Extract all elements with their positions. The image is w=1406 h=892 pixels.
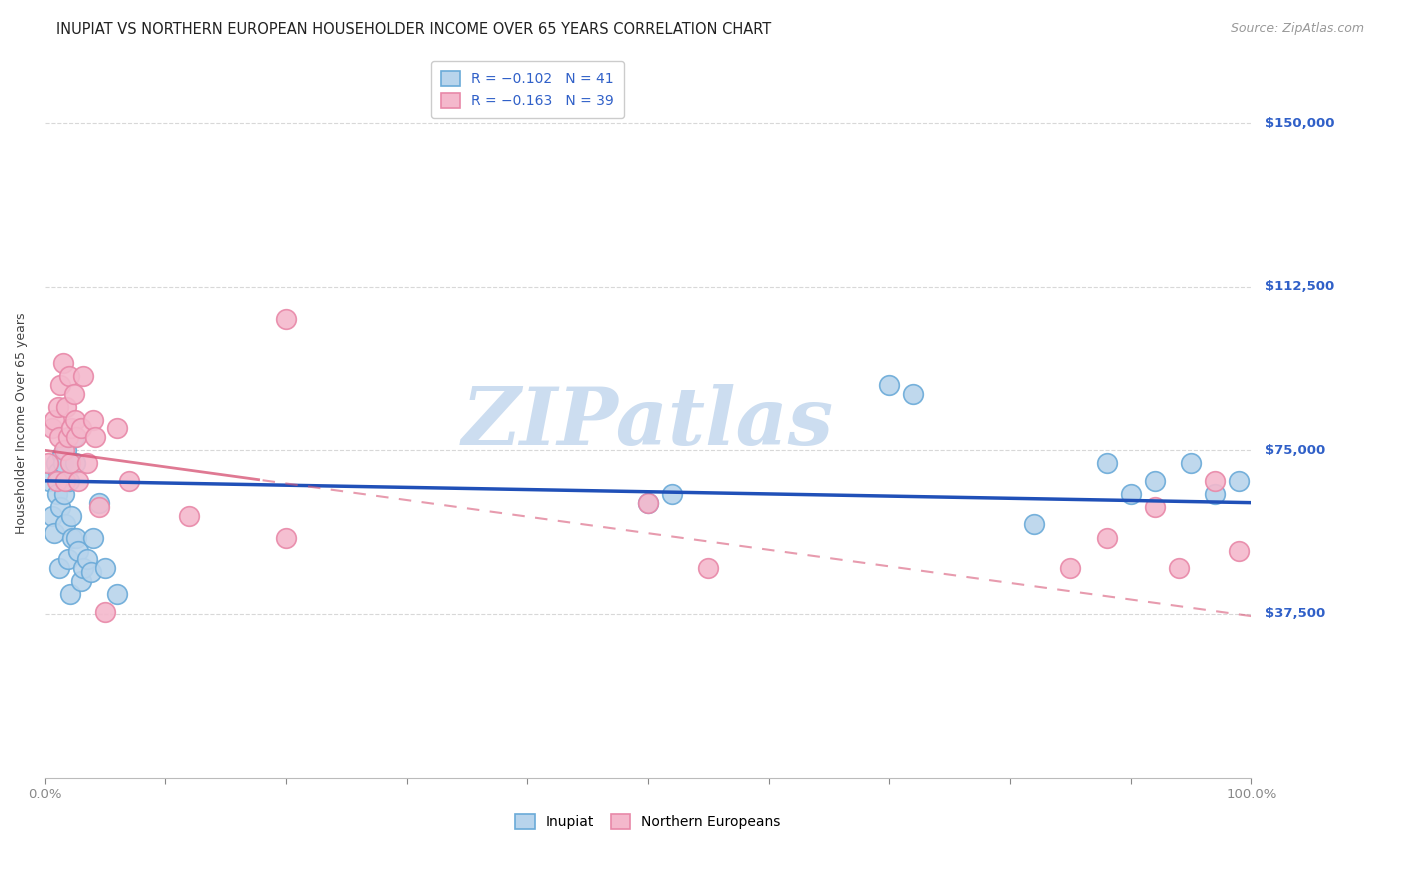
Point bbox=[879, 377, 901, 392]
Point bbox=[38, 474, 60, 488]
Point bbox=[48, 561, 70, 575]
Legend: Inupiat, Northern Europeans: Inupiat, Northern Europeans bbox=[510, 808, 786, 834]
Point bbox=[52, 456, 75, 470]
Point bbox=[60, 508, 83, 523]
Point bbox=[53, 443, 76, 458]
Point bbox=[45, 487, 67, 501]
Point bbox=[661, 487, 683, 501]
Point bbox=[67, 543, 90, 558]
Point bbox=[62, 386, 84, 401]
Text: ZIPatlas: ZIPatlas bbox=[463, 384, 834, 462]
Point bbox=[44, 456, 66, 470]
Text: $112,500: $112,500 bbox=[1265, 280, 1334, 293]
Point bbox=[82, 531, 104, 545]
Point bbox=[82, 413, 104, 427]
Point bbox=[179, 508, 201, 523]
Point bbox=[56, 552, 79, 566]
Point bbox=[76, 456, 98, 470]
Point bbox=[46, 465, 69, 479]
Point bbox=[62, 430, 84, 444]
Text: INUPIAT VS NORTHERN EUROPEAN HOUSEHOLDER INCOME OVER 65 YEARS CORRELATION CHART: INUPIAT VS NORTHERN EUROPEAN HOUSEHOLDER… bbox=[56, 22, 772, 37]
Point bbox=[41, 508, 63, 523]
Point bbox=[52, 356, 75, 370]
Point bbox=[63, 413, 86, 427]
Point bbox=[105, 587, 128, 601]
Point bbox=[60, 421, 83, 435]
Point bbox=[72, 561, 94, 575]
Point bbox=[1059, 561, 1081, 575]
Point bbox=[94, 561, 117, 575]
Point bbox=[84, 430, 107, 444]
Point bbox=[53, 487, 76, 501]
Point bbox=[44, 526, 66, 541]
Text: $150,000: $150,000 bbox=[1265, 117, 1334, 129]
Text: $37,500: $37,500 bbox=[1265, 607, 1326, 621]
Point bbox=[49, 377, 72, 392]
Point bbox=[637, 496, 659, 510]
Point bbox=[48, 430, 70, 444]
Point bbox=[1095, 531, 1118, 545]
Point bbox=[70, 421, 93, 435]
Point bbox=[67, 474, 90, 488]
Text: $75,000: $75,000 bbox=[1265, 444, 1326, 457]
Point bbox=[63, 456, 86, 470]
Point bbox=[65, 531, 87, 545]
Point bbox=[65, 430, 87, 444]
Point bbox=[56, 430, 79, 444]
Point bbox=[1168, 561, 1191, 575]
Point bbox=[59, 456, 82, 470]
Point bbox=[55, 400, 77, 414]
Point bbox=[1143, 500, 1166, 514]
Point bbox=[45, 474, 67, 488]
Point bbox=[1204, 487, 1226, 501]
Point bbox=[72, 369, 94, 384]
Point bbox=[53, 474, 76, 488]
Point bbox=[44, 413, 66, 427]
Point bbox=[274, 312, 297, 326]
Point bbox=[51, 448, 73, 462]
Point bbox=[1227, 474, 1250, 488]
Point bbox=[49, 500, 72, 514]
Point bbox=[59, 587, 82, 601]
Point bbox=[1180, 456, 1202, 470]
Point bbox=[118, 474, 141, 488]
Point bbox=[105, 421, 128, 435]
Point bbox=[637, 496, 659, 510]
Text: Source: ZipAtlas.com: Source: ZipAtlas.com bbox=[1230, 22, 1364, 36]
Point bbox=[1227, 543, 1250, 558]
Point bbox=[1095, 456, 1118, 470]
Point bbox=[1119, 487, 1142, 501]
Point bbox=[79, 566, 101, 580]
Point bbox=[1204, 474, 1226, 488]
Y-axis label: Householder Income Over 65 years: Householder Income Over 65 years bbox=[15, 312, 28, 533]
Point bbox=[1143, 474, 1166, 488]
Point bbox=[46, 400, 69, 414]
Point bbox=[76, 552, 98, 566]
Point bbox=[274, 531, 297, 545]
Point bbox=[62, 531, 84, 545]
Point bbox=[1024, 517, 1046, 532]
Point bbox=[87, 496, 110, 510]
Point bbox=[41, 421, 63, 435]
Point bbox=[55, 443, 77, 458]
Point bbox=[37, 456, 59, 470]
Point bbox=[70, 574, 93, 589]
Point bbox=[94, 605, 117, 619]
Point bbox=[697, 561, 720, 575]
Point bbox=[903, 386, 925, 401]
Point bbox=[87, 500, 110, 514]
Point bbox=[58, 474, 80, 488]
Point bbox=[53, 517, 76, 532]
Point bbox=[58, 369, 80, 384]
